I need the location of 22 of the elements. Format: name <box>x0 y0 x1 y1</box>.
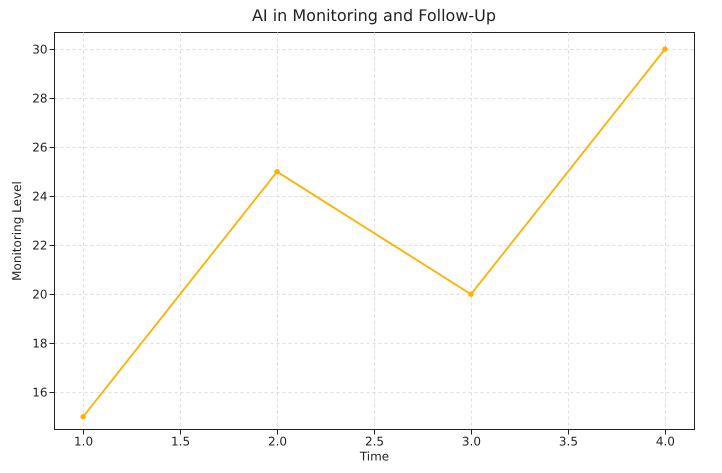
x-tick-label: 4.0 <box>656 434 675 448</box>
y-tick-label: 26 <box>32 140 48 155</box>
x-tick-label: 3.0 <box>462 434 482 448</box>
x-tick-label: 3.5 <box>558 434 578 448</box>
x-axis-title: Time <box>358 450 390 464</box>
x-tick-label: 1.5 <box>171 434 190 448</box>
y-tick-label: 20 <box>32 288 48 302</box>
x-tick-label: 2.5 <box>364 434 384 448</box>
y-tick-label: 28 <box>32 92 48 106</box>
point <box>468 291 474 297</box>
chart-title: AI in Monitoring and Follow-Up <box>252 6 496 25</box>
y-tick-label: 22 <box>32 238 48 253</box>
x-tick-label: 1.0 <box>74 434 94 448</box>
y-axis-title: Monitoring Level <box>10 181 24 281</box>
point <box>274 168 280 174</box>
y-tick-label: 24 <box>32 190 48 204</box>
point <box>80 414 86 420</box>
point <box>662 46 668 52</box>
y-tick-label: 30 <box>32 42 48 57</box>
y-tick-label: 18 <box>32 336 48 351</box>
x-tick-label: 2.0 <box>268 434 288 448</box>
y-tick-label: 16 <box>32 386 48 400</box>
